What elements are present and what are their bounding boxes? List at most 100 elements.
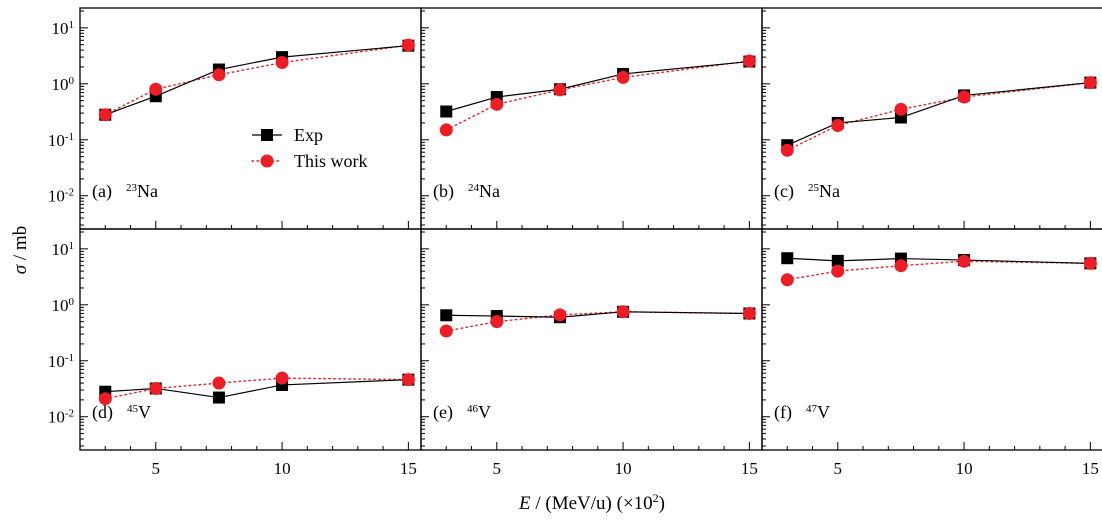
this-work-point [616,305,630,319]
this-work-point [780,143,794,157]
this-work-point [149,381,163,395]
this-work-point [894,259,908,273]
panel-tag: (a) [92,181,112,202]
panel-b: (b) 24Na [420,7,763,230]
y-tick-label: 10-2 [48,187,74,206]
panel-tag: (e) [433,402,453,423]
y-axis-title: σ / mb [10,226,31,274]
nuclide-element: Na [479,181,500,201]
panel-label: (b) 24Na [433,181,500,202]
this-work-point [957,90,971,104]
this-work-point [490,97,504,111]
y-tick-label: 100 [52,296,75,315]
y-tick-exponent: 1 [69,240,75,252]
this-work-point [780,273,794,287]
y-tick-label: 101 [52,240,75,259]
panel-frame [79,228,422,451]
nuclide-mass-number: 23 [126,182,138,194]
this-work-line [104,44,410,116]
this-work-point [149,82,163,96]
y-axis-title-unit: / mb [10,226,31,265]
panel-e: 5 10 15 (e) 46V [420,228,763,478]
this-work-point [212,376,226,390]
y-tick-label: 101 [52,19,75,38]
exp-line [105,45,409,116]
panel-tag: (d) [92,402,113,423]
y-tick-base: 10 [48,187,65,206]
this-work-point [957,254,971,268]
panel-c: (c) 25Na [761,7,1102,230]
this-work-point [831,264,845,278]
panel-frame [79,7,422,230]
y-tick-base: 10 [52,75,69,94]
y-tick-exponent: 0 [69,75,75,87]
y-tick-exponent: -2 [65,408,74,420]
this-work-point [553,308,567,322]
this-work-point [401,38,415,52]
y-tick-exponent: -1 [65,131,74,143]
this-work-point [742,306,756,320]
nuclide-mass-number: 25 [808,182,820,194]
exp-point [440,309,453,322]
y-tick-label: 10-1 [48,352,74,371]
y-tick-base: 10 [48,352,65,371]
x-axis-title: E / (MeV/u) (×102) [518,491,665,514]
this-work-point [401,373,415,387]
this-work-point [1083,76,1097,90]
y-tick-base: 10 [52,296,69,315]
this-work-point [1083,256,1097,270]
this-work-point [98,108,112,122]
this-work-point [439,123,453,137]
x-axis-title-close: ) [659,493,665,514]
x-tick-label: 5 [493,459,502,478]
this-work-point [212,68,226,82]
x-tick-label: 10 [274,459,291,478]
exp-line [787,82,1091,146]
y-tick-base: 10 [52,240,69,259]
legend-exp-label: Exp [294,125,323,145]
y-tick-exponent: -1 [65,352,74,364]
x-tick-label: 15 [1082,459,1099,478]
panel-tag: (f) [774,402,792,423]
panel-frame [761,228,1102,451]
this-work-point [98,392,112,406]
nuclide-mass-number: 45 [127,403,139,415]
this-work-line [786,81,1092,151]
exp-point [781,252,794,265]
this-work-point [275,371,289,385]
nuclide-element: V [478,402,491,422]
this-work-point [894,102,908,116]
y-tick-exponent: 1 [69,19,75,31]
panel-label: (e) 46V [433,402,491,423]
nuclide-mass-number: 24 [468,182,480,194]
this-work-point [490,315,504,329]
panel-tag: (c) [774,181,794,202]
y-tick-label: 100 [52,75,75,94]
panel-label: (c) 25Na [774,181,840,202]
x-tick-label: 15 [400,459,417,478]
x-tick-label: 10 [956,459,973,478]
panel-tag: (b) [433,181,454,202]
panel-frame [420,7,763,230]
x-axis-title-symbol: E [518,493,531,514]
panel-label: (a) 23Na [92,181,158,202]
panel-frame [420,228,763,451]
panel-frame [761,7,1102,230]
legend: Exp This work [251,125,368,171]
exp-point [212,391,225,404]
exp-point [831,254,844,267]
x-axis-title-exponent: 2 [653,491,659,505]
x-tick-label: 5 [834,459,843,478]
exp-point [440,105,453,118]
y-tick-base: 10 [48,408,65,427]
panel-label: (f) 47V [774,402,830,423]
x-axis-title-unit: / (MeV/u) (×10 [531,493,653,514]
panel-f: 5 10 15 (f) 47V [761,228,1102,478]
y-tick-base: 10 [52,19,69,38]
nuclide-mass-number: 47 [806,403,818,415]
nuclide-element: V [138,402,151,422]
y-tick-exponent: -2 [65,187,74,199]
